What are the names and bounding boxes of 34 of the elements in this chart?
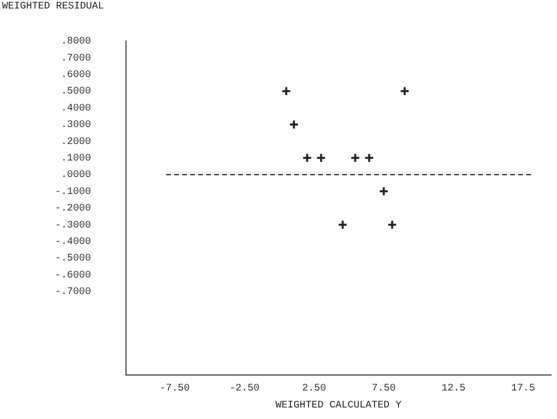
y-tick-label: .6000 (60, 70, 92, 82)
y-tick-label: .0000 (60, 170, 92, 182)
y-tick-label: -.6000 (54, 270, 92, 282)
y-tick-label: -.1000 (54, 186, 92, 198)
point (338, 220, 348, 230)
y-tick-label: -.2000 (54, 204, 92, 215)
point (400, 86, 410, 96)
y-tick-label: .4000 (60, 103, 92, 114)
y-tick-label: -.4000 (54, 237, 92, 248)
y-tick-label: -.7000 (54, 287, 92, 298)
point (378, 186, 389, 196)
y-tick-label: .5000 (60, 86, 92, 98)
x-axis-title: WEIGHTED CALCULATED Y (275, 400, 402, 412)
y-tick-label: .3000 (60, 120, 92, 132)
x-tick-label: -7.50 (160, 384, 190, 395)
y-tick-label: .2000 (60, 136, 92, 148)
point (387, 220, 398, 230)
point (302, 152, 312, 163)
x-tick-label: -2.50 (229, 384, 260, 395)
y-tick-label: .1000 (60, 154, 92, 165)
x-tick-label: 2.50 (302, 384, 326, 395)
point (288, 120, 299, 130)
y-tick-label: -.5000 (54, 254, 92, 265)
x-tick-label: 12.5 (441, 384, 466, 395)
y-axis-title: WEIGHTED RESIDUAL (2, 2, 104, 13)
point (364, 152, 374, 163)
y-tick-label: .8000 (60, 36, 92, 48)
point (350, 152, 360, 163)
y-tick-label: -.3000 (54, 220, 92, 232)
x-tick-label: 17.5 (511, 384, 536, 395)
point (316, 152, 326, 163)
x-tick-label: 7.50 (372, 384, 396, 395)
point (281, 86, 292, 96)
y-tick-label: .7000 (60, 53, 92, 64)
